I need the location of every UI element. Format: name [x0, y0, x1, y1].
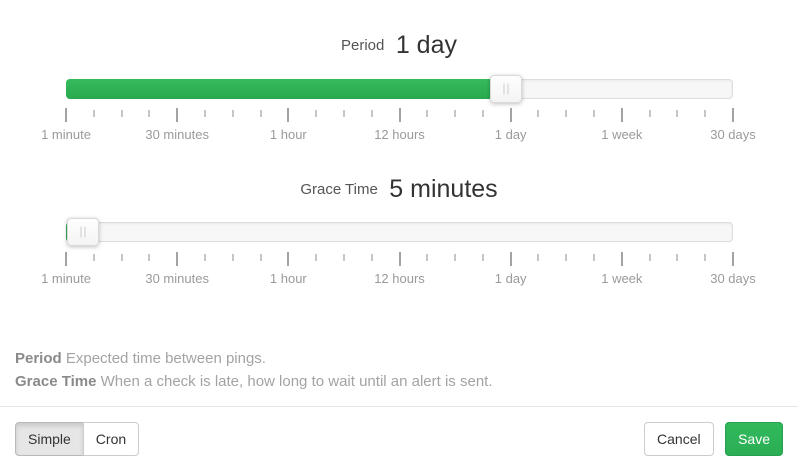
major-tick	[509, 108, 512, 122]
minor-tick	[565, 254, 568, 261]
minor-tick	[203, 254, 206, 261]
minor-tick	[676, 110, 679, 117]
minor-tick	[315, 254, 318, 261]
major-tick	[398, 108, 401, 122]
footer-actions: Cancel Save	[644, 422, 783, 456]
handle-grip-icon	[80, 226, 86, 238]
tick-label: 1 day	[494, 127, 527, 142]
minor-tick	[92, 254, 95, 261]
minor-tick	[203, 110, 206, 117]
minor-tick	[454, 254, 457, 261]
minor-tick	[148, 110, 151, 117]
minor-tick	[704, 254, 707, 261]
minor-tick	[676, 254, 679, 261]
grace-slider	[66, 218, 733, 246]
save-button[interactable]: Save	[725, 422, 783, 456]
tick-label: 30 minutes	[145, 271, 209, 286]
period-slider	[66, 75, 733, 103]
minor-tick	[593, 254, 596, 261]
minor-tick	[537, 254, 540, 261]
period-heading: Period 1 day	[0, 31, 798, 60]
minor-tick	[342, 254, 345, 261]
minor-tick	[426, 110, 429, 117]
minor-tick	[259, 110, 262, 117]
major-tick	[398, 252, 401, 266]
period-help-line: Period Expected time between pings.	[15, 347, 783, 370]
minor-tick	[481, 254, 484, 261]
minor-tick	[148, 254, 151, 261]
major-tick	[176, 252, 179, 266]
minor-tick	[426, 254, 429, 261]
dialog-footer: Simple Cron Cancel Save	[0, 406, 798, 470]
major-tick	[65, 108, 67, 122]
minor-tick	[648, 254, 651, 261]
minor-tick	[593, 110, 596, 117]
tick-label: 1 week	[601, 271, 643, 286]
handle-grip-icon	[503, 83, 509, 95]
major-tick	[620, 252, 623, 266]
major-tick	[176, 108, 179, 122]
major-tick	[287, 108, 290, 122]
minor-tick	[231, 254, 234, 261]
tick-label: 1 hour	[269, 271, 307, 286]
minor-tick	[315, 110, 318, 117]
minor-tick	[537, 110, 540, 117]
grace-help-desc: When a check is late, how long to wait u…	[100, 373, 493, 390]
tick-label: 12 hours	[374, 271, 425, 286]
grace-value: 5 minutes	[389, 175, 498, 203]
major-tick	[732, 252, 734, 266]
tick-label: 1 minute	[41, 127, 91, 142]
grace-slider-track[interactable]	[66, 222, 733, 242]
minor-tick	[342, 110, 345, 117]
minor-tick	[565, 110, 568, 117]
minor-tick	[648, 110, 651, 117]
minor-tick	[120, 110, 123, 117]
cancel-button[interactable]: Cancel	[644, 422, 714, 456]
tick-label: 12 hours	[374, 127, 425, 142]
period-value: 1 day	[395, 31, 457, 59]
grace-ruler: 1 minute 30 minutes 1 hour 12 hours 1 day 1 w…	[41, 252, 756, 292]
period-slider-fill	[66, 79, 505, 99]
grace-help-line: Grace Time When a check is late, how lon…	[15, 370, 783, 393]
major-tick	[509, 252, 512, 266]
mode-toggle-group: Simple Cron	[15, 422, 140, 456]
grace-heading: Grace Time 5 minutes	[0, 175, 798, 204]
simple-mode-button[interactable]: Simple	[15, 422, 84, 456]
minor-tick	[370, 110, 373, 117]
minor-tick	[481, 110, 484, 117]
tick-label: 30 days	[710, 271, 756, 286]
minor-tick	[92, 110, 95, 117]
major-tick	[732, 108, 734, 122]
period-help-desc: Expected time between pings.	[65, 350, 266, 367]
tick-label: 1 week	[601, 127, 643, 142]
grace-label: Grace Time	[300, 181, 378, 198]
period-label: Period	[341, 37, 385, 54]
tick-label: 30 minutes	[145, 127, 209, 142]
period-slider-handle[interactable]	[490, 75, 523, 103]
grace-slider-handle[interactable]	[66, 218, 99, 246]
minor-tick	[120, 254, 123, 261]
tick-label: 1 day	[494, 271, 527, 286]
tick-label: 1 minute	[41, 271, 91, 286]
major-tick	[620, 108, 623, 122]
grace-help-term: Grace Time	[15, 373, 97, 390]
minor-tick	[704, 110, 707, 117]
tick-label: 30 days	[710, 127, 756, 142]
minor-tick	[454, 110, 457, 117]
period-slider-track[interactable]	[66, 79, 733, 99]
tick-label: 1 hour	[269, 127, 307, 142]
cron-mode-button[interactable]: Cron	[82, 422, 140, 456]
major-tick	[287, 252, 290, 266]
major-tick	[65, 252, 67, 266]
help-text: Period Expected time between pings. Grac…	[15, 347, 783, 393]
minor-tick	[231, 110, 234, 117]
period-ruler: 1 minute 30 minutes 1 hour 12 hours 1 day 1 w…	[41, 108, 756, 148]
minor-tick	[259, 254, 262, 261]
minor-tick	[370, 254, 373, 261]
period-help-term: Period	[15, 350, 62, 367]
